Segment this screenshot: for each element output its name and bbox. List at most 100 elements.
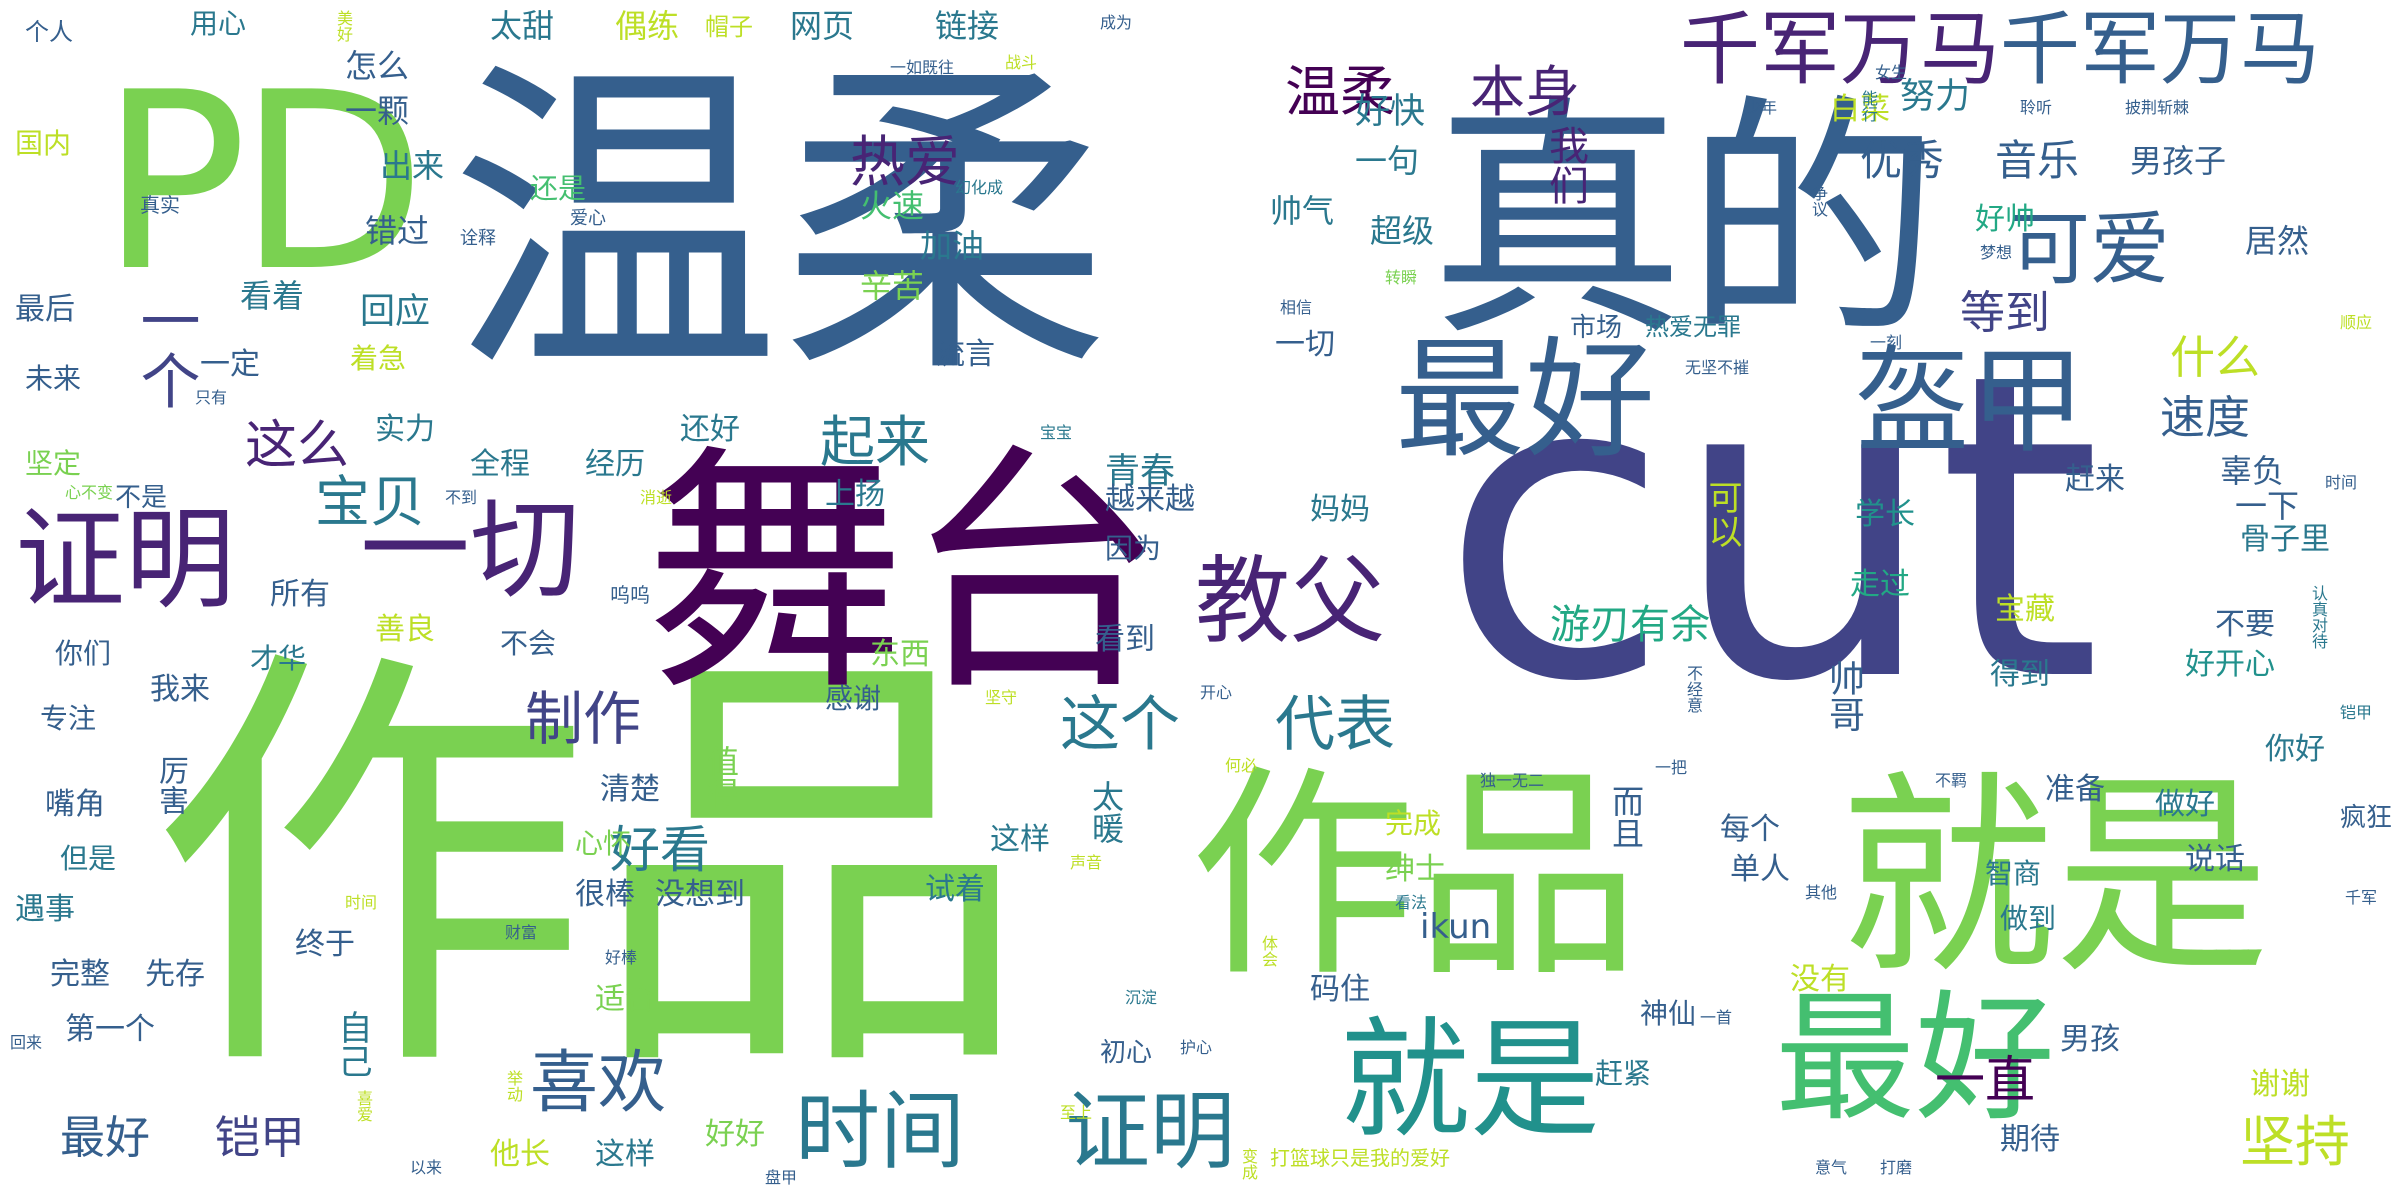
word-164: 能行 — [1859, 90, 1878, 122]
word-206: 盘甲 — [765, 1168, 798, 1187]
word-183: 不经意 — [1684, 665, 1703, 713]
word-105: 才华 — [250, 642, 307, 675]
word-5: 作品 — [1190, 746, 1640, 1008]
word-147: 男孩 — [2060, 1022, 2120, 1057]
word-24: 热爱 — [850, 130, 961, 194]
word-104: 你们 — [55, 637, 112, 670]
word-91: 辜负 — [2220, 452, 2285, 490]
word-125: 心怀 — [575, 827, 632, 860]
word-96: 可以 — [1702, 480, 1742, 548]
word-74: 一定 — [200, 347, 260, 382]
word-14: 教父 — [1195, 547, 1386, 657]
word-126: 完成 — [1385, 807, 1442, 840]
word-163: 少年 — [1745, 98, 1778, 117]
word-32: 制作 — [525, 685, 642, 753]
word-177: 消逝 — [640, 488, 673, 507]
word-21: 坚持 — [2240, 1110, 2351, 1174]
word-13: 一切 — [360, 486, 580, 614]
word-149: 赶紧 — [1595, 1057, 1652, 1090]
word-40: 一直 — [1935, 1051, 2035, 1109]
word-44: 偶练 — [615, 7, 680, 45]
word-130: 单人 — [1730, 852, 1790, 887]
word-116: 清楚 — [600, 772, 660, 807]
word-186: 何必 — [1225, 756, 1258, 775]
word-6: 就是 — [1840, 752, 2270, 1003]
word-84: 还好 — [680, 412, 740, 447]
word-62: 好帅 — [1975, 202, 2035, 237]
word-45: 太甜 — [490, 7, 555, 45]
word-194: 财富 — [505, 923, 538, 942]
word-68: 火速 — [860, 187, 925, 225]
word-20: 喜欢 — [530, 1044, 667, 1123]
word-140: 先存 — [145, 957, 205, 992]
word-202: 喜爱 — [354, 1090, 373, 1122]
word-92: 一下 — [2235, 487, 2300, 525]
word-23: 本身 — [1470, 60, 1581, 124]
word-65: 真实 — [140, 193, 180, 217]
word-38: 最好 — [60, 1111, 151, 1164]
word-136: 遇事 — [15, 892, 75, 927]
word-53: 还是 — [530, 172, 587, 205]
word-190: 时间 — [345, 893, 378, 912]
word-117: 太暖 — [1087, 780, 1125, 844]
word-121: 做好 — [2155, 787, 2215, 822]
word-66: 诠释 — [460, 228, 496, 249]
word-34: 起来 — [820, 410, 931, 474]
word-165: 幻化成 — [955, 178, 1004, 197]
word-107: 得到 — [1990, 657, 2050, 692]
word-139: 完整 — [50, 957, 110, 992]
word-167: 梦想 — [1980, 243, 2013, 262]
word-128: 疯狂 — [2340, 803, 2393, 833]
word-63: 居然 — [2245, 222, 2310, 260]
word-138: 做到 — [2000, 902, 2057, 935]
word-111: 帅哥 — [1823, 660, 1864, 732]
word-60: 白菜 — [1830, 92, 1890, 127]
word-97: 所有 — [270, 577, 330, 612]
word-197: 沉淀 — [1125, 988, 1158, 1007]
word-172: 一刻 — [1870, 333, 1903, 352]
word-154: 好好 — [705, 1117, 765, 1152]
word-16: 千军万马 — [2000, 3, 2320, 96]
word-178: 时间 — [2325, 473, 2358, 492]
word-152: 他长 — [490, 1137, 550, 1172]
word-153: 这样 — [595, 1137, 655, 1172]
word-17: 可爱 — [2010, 203, 2170, 296]
word-99: 走过 — [1850, 567, 1910, 602]
word-10: 最好 — [1395, 324, 1656, 476]
word-69: 加油 — [920, 227, 985, 265]
word-151: 初心 — [1100, 1038, 1153, 1068]
word-39: 铠甲 — [215, 1111, 306, 1164]
word-12: 证明 — [15, 496, 235, 624]
word-95: 骨子里 — [2240, 522, 2330, 557]
word-123: 每个 — [1720, 812, 1780, 847]
word-59: 努力 — [1900, 77, 1971, 117]
word-108: 好开心 — [2185, 647, 2275, 682]
word-195: 体会 — [1259, 935, 1278, 967]
word-187: 一把 — [1655, 758, 1688, 777]
word-56: 帅气 — [1270, 192, 1335, 230]
word-27: 等到 — [1960, 286, 2051, 339]
word-41: 游刃有余 — [1550, 602, 1710, 648]
word-124: 嘴角 — [45, 787, 105, 822]
word-166: 争议 — [1809, 185, 1828, 217]
word-37: 好看 — [610, 821, 710, 879]
word-129: 但是 — [60, 842, 117, 875]
word-87: 越来越 — [1105, 482, 1195, 517]
word-18: 时间 — [795, 1083, 966, 1182]
word-127: 说话 — [2185, 842, 2245, 877]
word-8: 最好 — [1775, 978, 2056, 1141]
word-54: 好快 — [1355, 92, 1426, 132]
word-55: 一句 — [1355, 142, 1420, 180]
word-132: 智商 — [1985, 857, 2042, 890]
word-81: 实力 — [375, 412, 435, 447]
word-169: 转瞬 — [1385, 268, 1418, 287]
word-161: 聆听 — [2020, 98, 2053, 117]
word-75: 着急 — [350, 342, 407, 375]
word-79: 市场 — [1570, 313, 1623, 343]
word-67: 爱心 — [570, 208, 606, 229]
word-26: 音乐 — [1995, 136, 2080, 185]
word-143: 第一个 — [65, 1012, 155, 1047]
word-148: 自己 — [332, 1010, 372, 1078]
word-93: 赶来 — [2065, 462, 2125, 497]
